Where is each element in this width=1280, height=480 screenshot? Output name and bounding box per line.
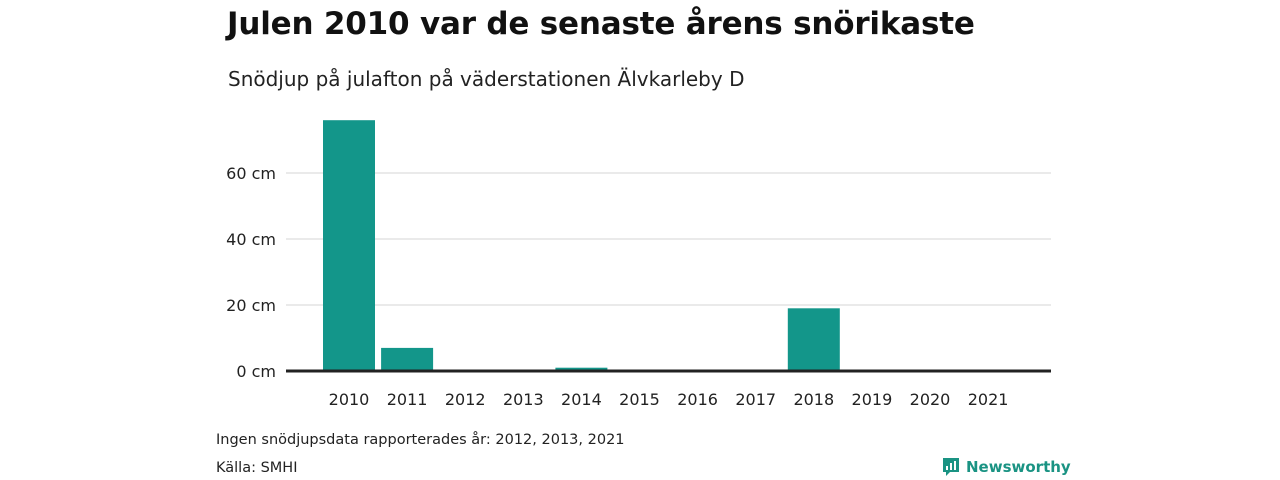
x-tick-label: 2017 [735, 390, 776, 409]
x-tick-label: 2012 [445, 390, 486, 409]
x-tick-label: 2019 [852, 390, 893, 409]
chart-subtitle: Snödjup på julafton på väderstationen Äl… [228, 67, 745, 91]
y-tick-label: 40 cm [226, 230, 276, 249]
brand-name: Newsworthy [966, 458, 1071, 476]
x-tick-label: 2016 [677, 390, 718, 409]
x-tick-label: 2018 [793, 390, 834, 409]
x-tick-label: 2011 [387, 390, 428, 409]
x-tick-label: 2015 [619, 390, 660, 409]
bar-2014 [555, 367, 608, 371]
bar-2011 [381, 347, 434, 371]
chart-title: Julen 2010 var de senaste årens snörikas… [227, 6, 975, 42]
y-tick-label: 60 cm [226, 164, 276, 183]
y-tick-label: 20 cm [226, 296, 276, 315]
newsworthy-logo-icon [943, 458, 959, 476]
x-tick-label: 2013 [503, 390, 544, 409]
bar-2010 [323, 120, 375, 371]
x-tick-label: 2020 [910, 390, 951, 409]
x-tick-label: 2014 [561, 390, 602, 409]
bar-2018 [787, 308, 840, 371]
newsworthy-logo: Newsworthy [942, 457, 1071, 477]
x-tick-label: 2010 [329, 390, 370, 409]
x-tick-label: 2021 [968, 390, 1009, 409]
y-tick-label: 0 cm [236, 362, 276, 381]
missing-data-note: Ingen snödjupsdata rapporterades år: 201… [216, 432, 625, 448]
source-note: Källa: SMHI [216, 460, 298, 476]
